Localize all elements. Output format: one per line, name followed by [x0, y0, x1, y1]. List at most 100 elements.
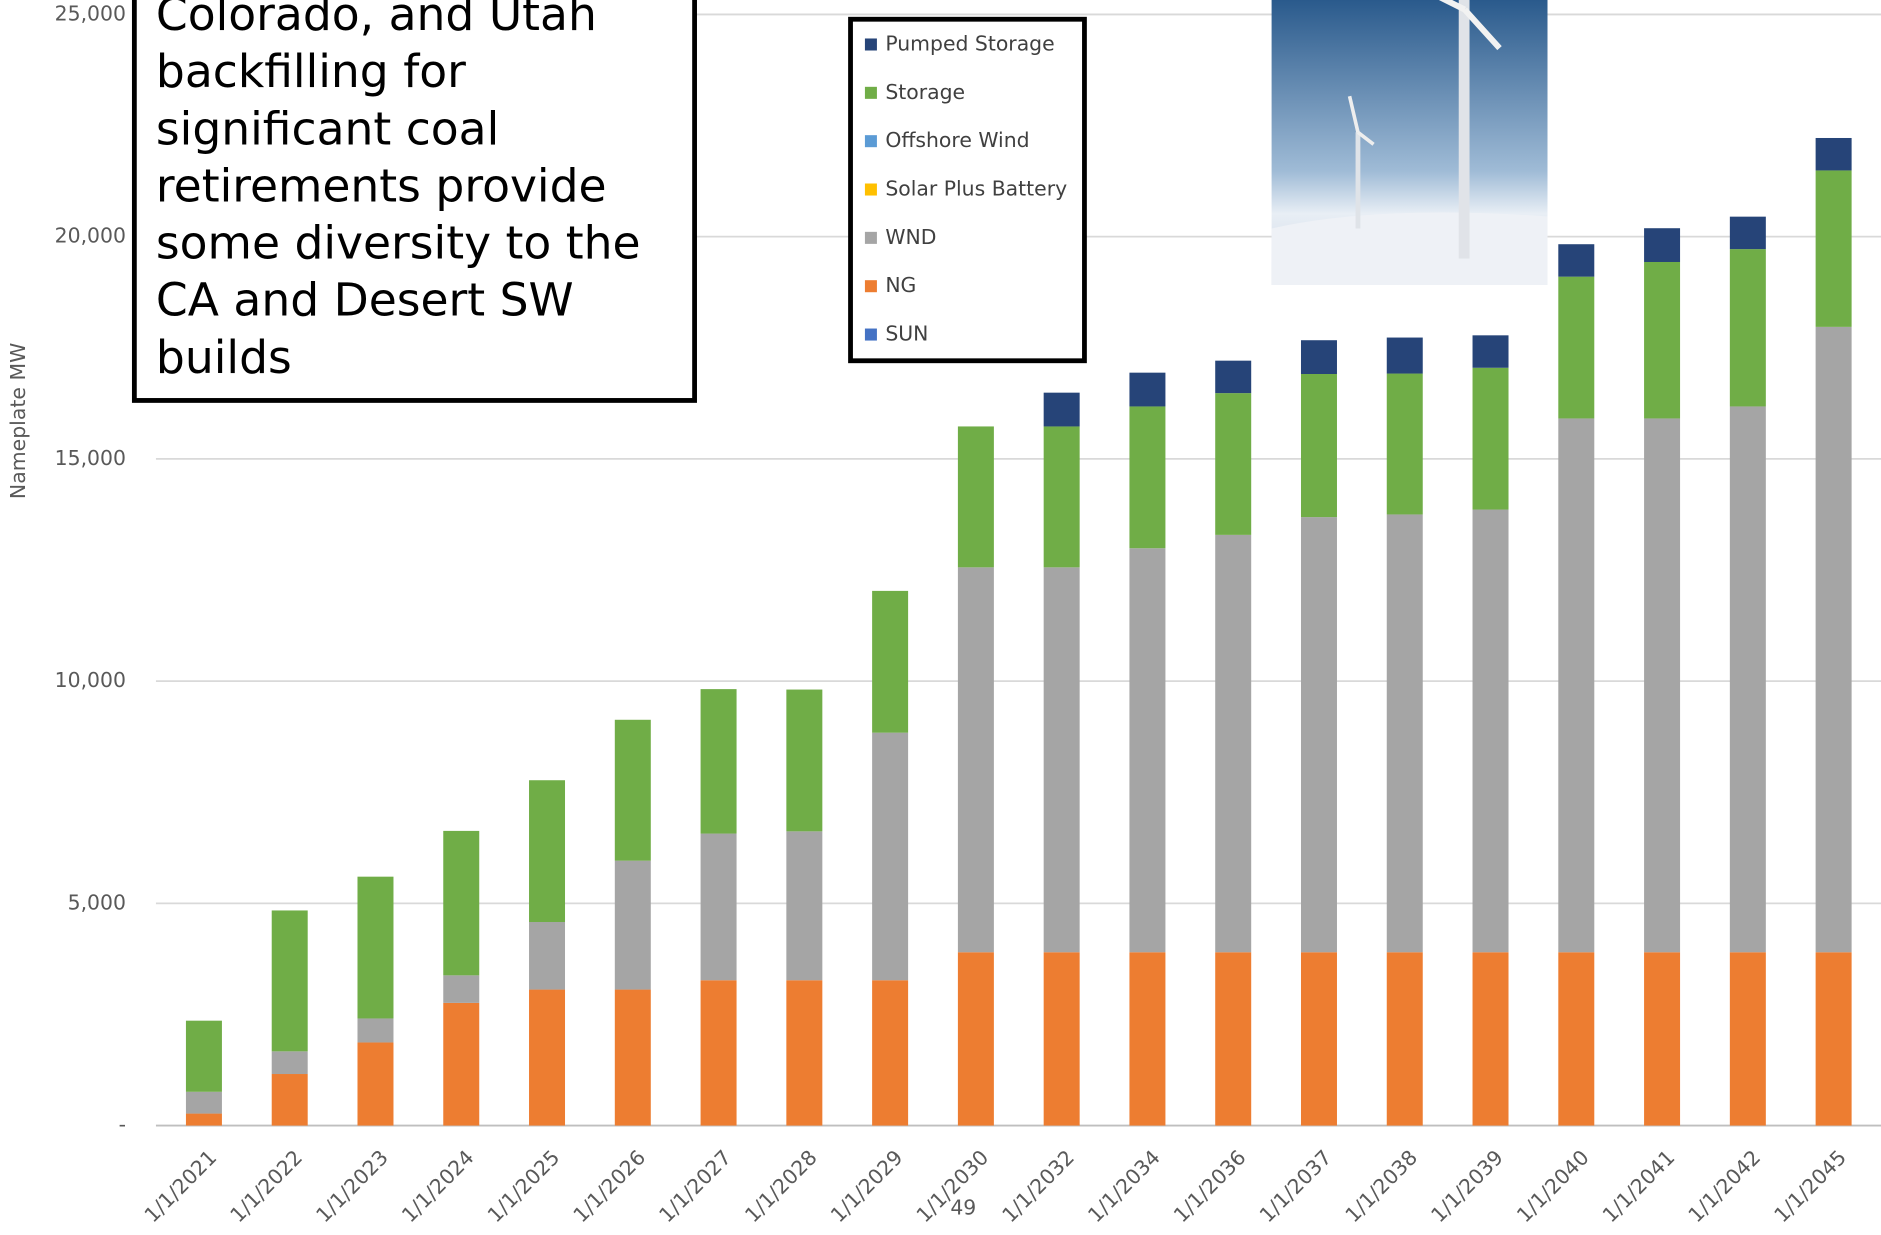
annotation-line: significant coal [156, 102, 499, 155]
annotation-line: Colorado, and Utah [156, 0, 597, 41]
bar-segment [1300, 517, 1337, 953]
y-axis-label: Nameplate MW [6, 343, 30, 499]
x-tick-label: 1/1/2027 [654, 1145, 736, 1227]
bar-segment [1300, 373, 1337, 518]
x-tick-label: 1/1/2045 [1769, 1145, 1851, 1227]
x-tick-label: 1/1/2039 [1426, 1145, 1508, 1227]
legend-swatch [864, 280, 877, 293]
legend-label: Offshore Wind [885, 128, 1029, 152]
x-tick-label: 1/1/2038 [1340, 1145, 1422, 1227]
bar-segment [1644, 228, 1681, 262]
bar-segment [271, 910, 308, 1052]
bar-segment [443, 1002, 480, 1126]
bar-segment [1472, 952, 1509, 1126]
x-tick-label: 1/1/2036 [1169, 1145, 1251, 1227]
bar-segment [443, 830, 480, 976]
x-tick-label: 1/1/2026 [568, 1145, 650, 1227]
x-tick-label: 1/1/2040 [1512, 1145, 1594, 1227]
bar-segment [1729, 406, 1766, 953]
x-tick-label: 1/1/2032 [997, 1145, 1079, 1227]
bar-segment [1386, 514, 1423, 953]
x-tick-label: 1/1/2042 [1684, 1145, 1766, 1227]
bar-segment [1558, 244, 1595, 277]
bar-segment [786, 831, 823, 981]
y-tick-label: 25,000 [55, 1, 126, 25]
bar-segment [614, 719, 651, 861]
bar-segment [1129, 406, 1166, 549]
bar-segment [271, 1074, 308, 1126]
bar-segment [1386, 337, 1423, 374]
legend-label: NG [885, 273, 916, 297]
x-tick-label: 1/1/2023 [311, 1145, 393, 1227]
y-tick-label: - [119, 1113, 126, 1137]
bar-segment [872, 590, 909, 733]
bar-segment [1644, 261, 1681, 419]
bar-segment [1644, 418, 1681, 953]
bar-segment [443, 975, 480, 1003]
annotation-box [131, 0, 697, 403]
annotation-line: builds [156, 331, 292, 384]
bar-segment [357, 876, 394, 1019]
bar-segment [1815, 326, 1852, 953]
bar-segment [1558, 952, 1595, 1126]
bar-segment [786, 689, 823, 832]
bar-segment [1815, 137, 1852, 171]
bar-segment [1386, 952, 1423, 1126]
x-tick-label: 1/1/2025 [483, 1145, 565, 1227]
y-tick-label: 20,000 [55, 224, 126, 248]
page-number: 49 [950, 1196, 976, 1220]
bar-segment [271, 1051, 308, 1075]
x-tick-label: 1/1/2029 [826, 1145, 908, 1227]
bar-segment [529, 780, 566, 923]
y-tick-label: 15,000 [55, 446, 126, 470]
x-tick-label: 1/1/2028 [740, 1145, 822, 1227]
y-tick-label: 5,000 [68, 890, 126, 914]
bar-segment [1215, 952, 1252, 1126]
y-tick-label: 10,000 [55, 668, 126, 692]
annotation-line: backfilling for [156, 45, 466, 98]
bar-segment [1729, 952, 1766, 1126]
legend-label: Storage [885, 80, 965, 104]
bar-segment [786, 980, 823, 1126]
legend-swatch [864, 135, 877, 148]
bar-segment [1129, 548, 1166, 953]
legend-swatch [864, 86, 877, 99]
x-tick-label: 1/1/2022 [225, 1145, 307, 1227]
bar-segment [1043, 392, 1080, 427]
bar-segment [529, 922, 566, 990]
legend-swatch [864, 231, 877, 244]
annotation-line: CA and Desert SW [156, 274, 574, 327]
bar-segment [1815, 170, 1852, 327]
x-tick-label: 1/1/2041 [1598, 1145, 1680, 1227]
bar-segment [872, 732, 909, 981]
legend-box [848, 16, 1087, 364]
x-tick-label: 1/1/2037 [1255, 1145, 1337, 1227]
photo [1271, 0, 1548, 285]
bar-segment [872, 980, 909, 1126]
legend-label: WND [885, 225, 936, 249]
bar-segment [1472, 509, 1509, 953]
bar-segment [1043, 567, 1080, 953]
bar-segment [1043, 952, 1080, 1126]
bar-segment [1215, 393, 1252, 535]
legend-label: SUN [885, 322, 928, 346]
legend-swatch [864, 328, 877, 341]
x-tick-label: 1/1/2034 [1083, 1145, 1165, 1227]
bar-segment [1386, 373, 1423, 515]
bar-segment [614, 860, 651, 990]
bar-segment [614, 989, 651, 1126]
bar-segment [1043, 426, 1080, 568]
bar-segment [1472, 335, 1509, 368]
bar-segment [700, 980, 737, 1126]
legend-swatch [864, 38, 877, 51]
bar-segment [700, 689, 737, 834]
bar-segment [185, 1091, 222, 1114]
bar-segment [1558, 276, 1595, 419]
bar-segment [357, 1042, 394, 1126]
bar-segment [357, 1018, 394, 1043]
bar-segment [1129, 372, 1166, 407]
bar-segment [185, 1113, 222, 1126]
legend-label: Solar Plus Battery [885, 177, 1067, 201]
